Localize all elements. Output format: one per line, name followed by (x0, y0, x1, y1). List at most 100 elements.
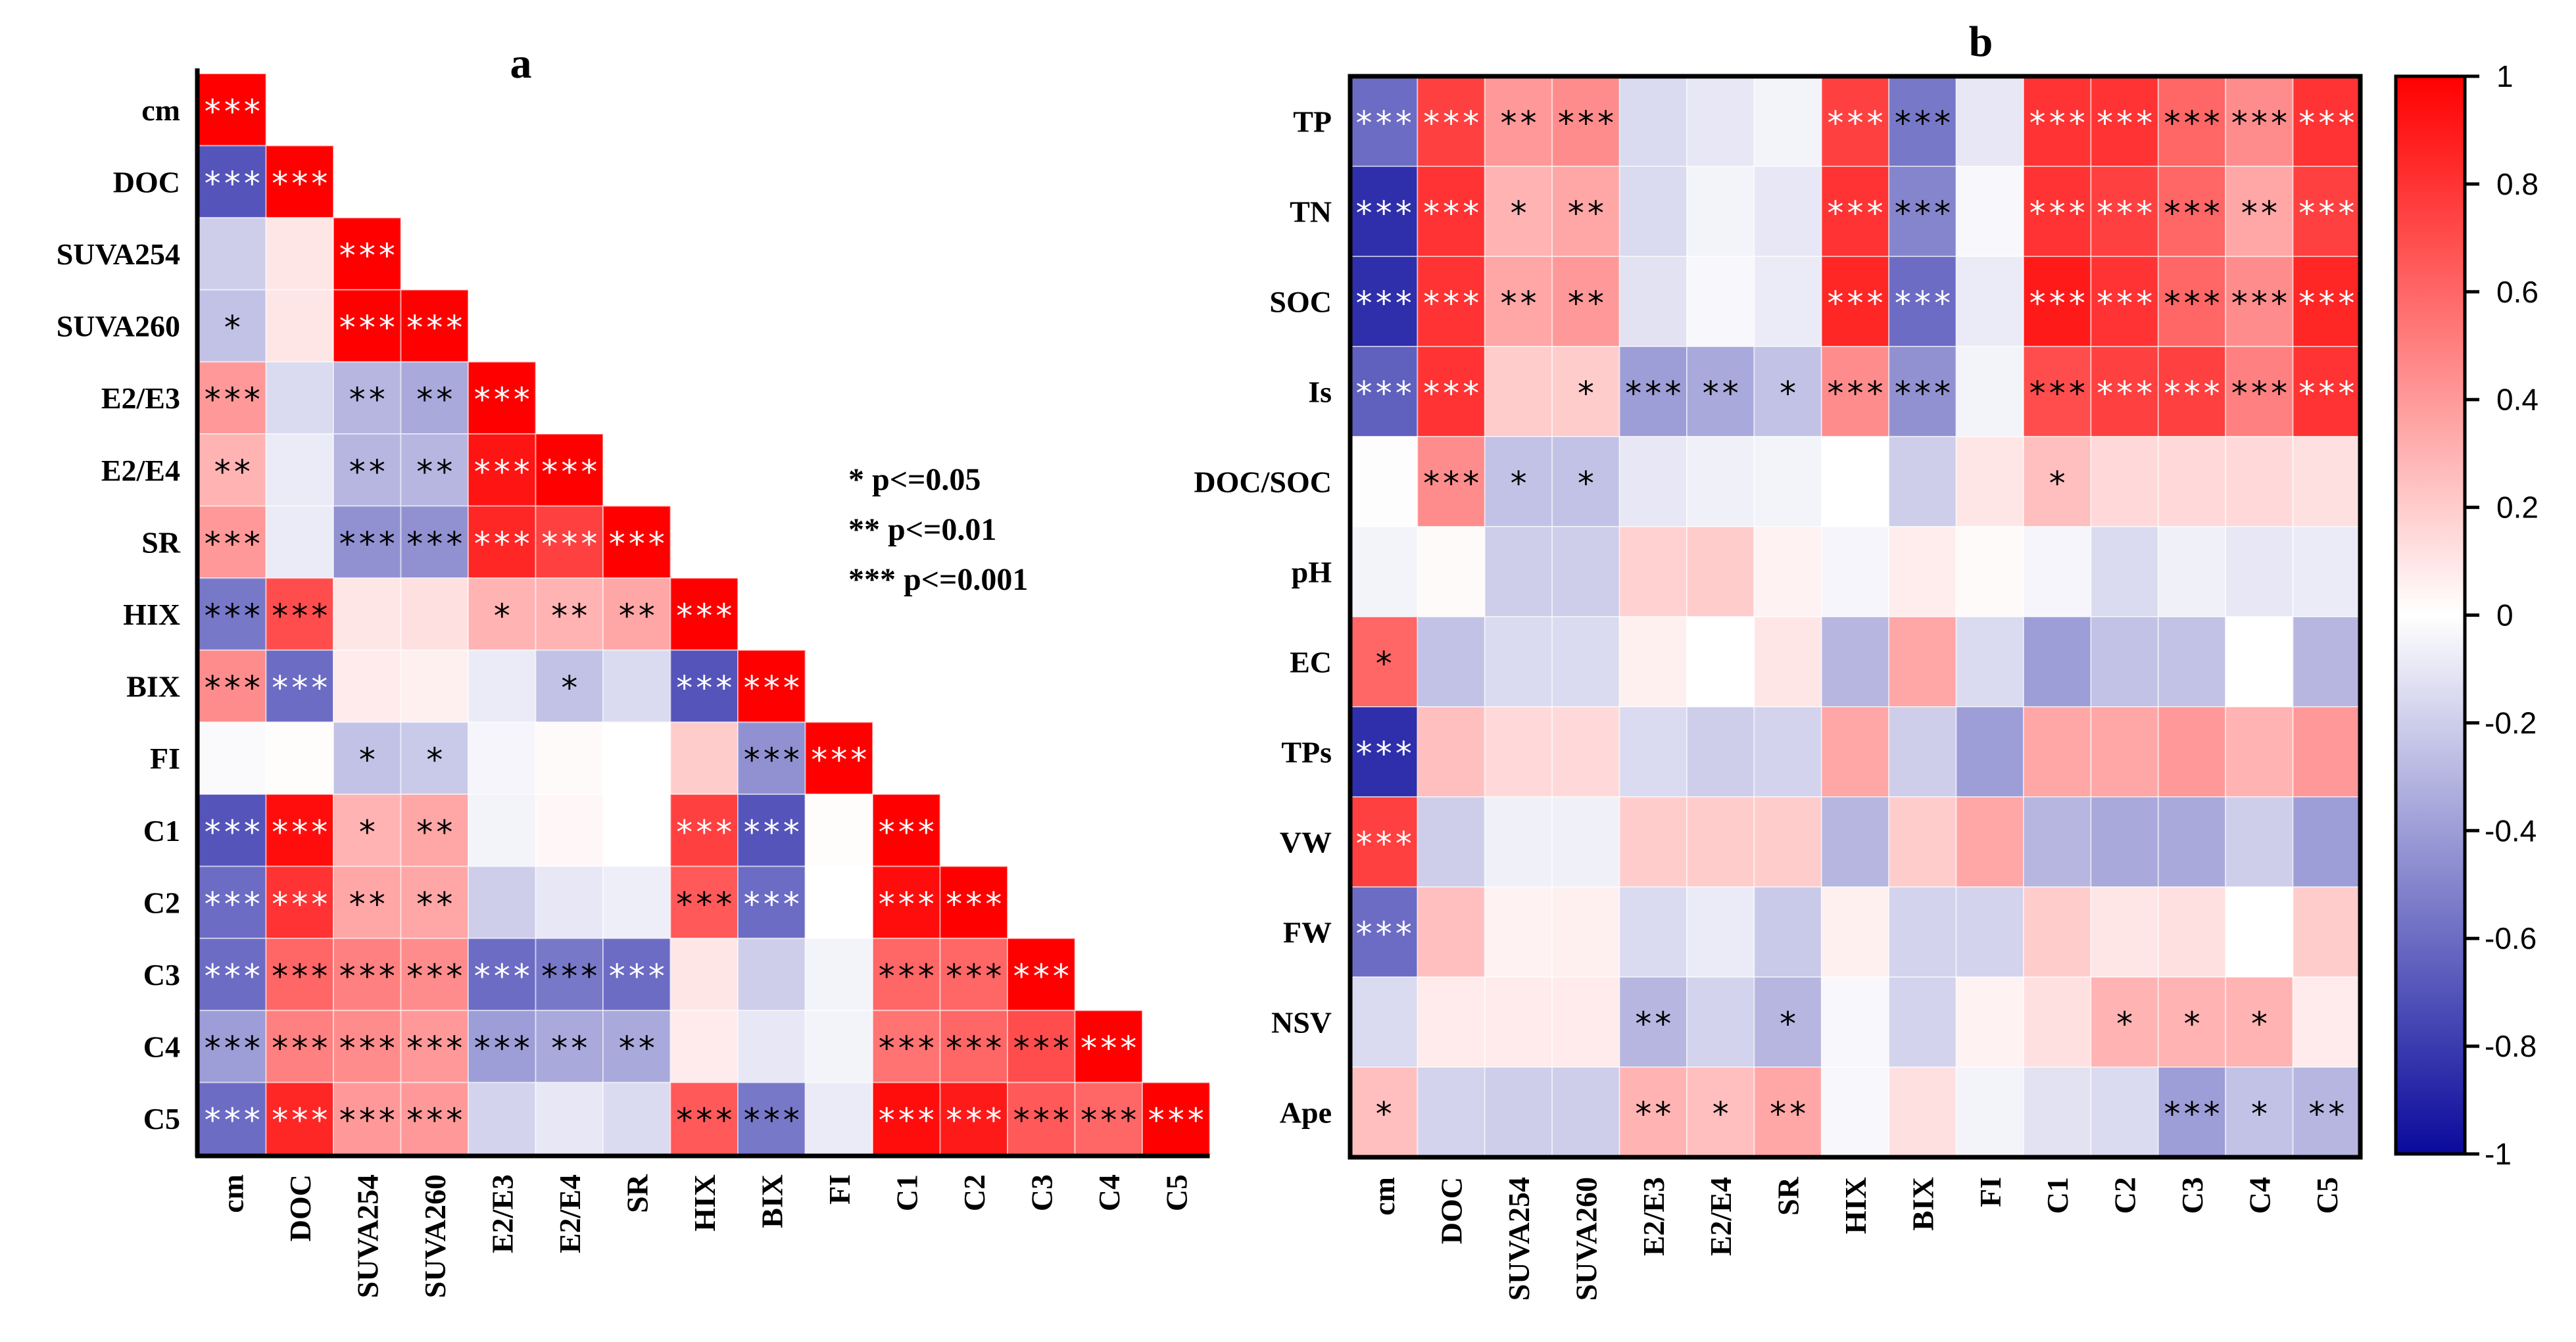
column-label: C4 (1092, 1174, 1126, 1211)
heatmap-cell (602, 721, 671, 796)
heatmap-cell (265, 865, 334, 940)
heatmap-cell (1551, 886, 1620, 978)
column-label: FI (823, 1174, 856, 1205)
legend-entry: *** p<=0.001 (848, 562, 1028, 597)
panel-b-heatmap: *** *** ** *** *** *** *** *** *** *** ****** *** * *… (1194, 18, 2363, 1301)
heatmap-cell (198, 217, 267, 291)
heatmap-cell (2292, 256, 2362, 347)
significance-marker: *** (944, 1101, 1004, 1139)
colorbar-tick-label: -0.8 (2485, 1029, 2537, 1063)
significance-marker: *** (1421, 195, 1480, 233)
heatmap-cell (2023, 526, 2092, 617)
significance-marker: *** (944, 1030, 1004, 1068)
heatmap-cell (737, 649, 806, 723)
column-label: C2 (958, 1174, 991, 1211)
heatmap-cell (2292, 76, 2362, 167)
row-label: C3 (143, 958, 180, 992)
significance-marker: * (2182, 1005, 2202, 1043)
significance-marker: *** (1624, 375, 1683, 413)
significance-marker: ** (347, 381, 387, 419)
heatmap-cell (804, 1009, 873, 1084)
heatmap-cell (1142, 1082, 1211, 1156)
row-label: EC (1290, 646, 1332, 679)
row-label: pH (1292, 556, 1332, 589)
heatmap-cell (2225, 616, 2294, 707)
significance-marker: *** (1011, 1030, 1071, 1068)
heatmap-cell (669, 577, 739, 651)
heatmap-cell (1820, 976, 1890, 1068)
row-label: SOC (1269, 285, 1332, 319)
significance-marker: ** (415, 813, 454, 851)
heatmap-cell (1686, 256, 1755, 347)
heatmap-cell (1551, 616, 1620, 707)
significance-marker: * (425, 741, 445, 779)
heatmap-cell (804, 721, 873, 796)
significance-marker: *** (1079, 1101, 1138, 1139)
significance-marker: *** (2028, 375, 2087, 413)
significance-marker: ** (347, 453, 387, 491)
significance-marker: * (1509, 465, 1528, 503)
heatmap-cell (1618, 796, 1688, 888)
panel-a-heatmap: ****** ******* *** ****** ** ** ***** ** ** *** **… (57, 39, 1211, 1298)
heatmap-cell (1888, 886, 1957, 978)
row-label: E2/E3 (101, 381, 180, 415)
heatmap-cell (1686, 436, 1755, 527)
column-label: C5 (2310, 1177, 2344, 1214)
heatmap-cell (1686, 346, 1755, 437)
significance-marker: *** (607, 957, 666, 995)
significance-marker: *** (270, 597, 329, 635)
heatmap-cell (1820, 796, 1890, 888)
heatmap-cell (1820, 1066, 1890, 1158)
heatmap-cell (2157, 796, 2227, 888)
significance-marker: ** (415, 453, 454, 491)
significance-marker: *** (675, 813, 734, 851)
heatmap-cell (535, 433, 604, 507)
heatmap-cell (400, 865, 469, 940)
significance-marker: *** (2229, 105, 2289, 143)
significance-marker: *** (472, 525, 531, 563)
heatmap-cell (602, 1082, 671, 1156)
significance-marker: ** (1634, 1005, 1673, 1043)
legend-entry: ** p<=0.01 (848, 512, 996, 547)
heatmap-cell (1820, 526, 1890, 617)
significance-marker: *** (742, 885, 801, 923)
plot-frame (1348, 74, 2363, 1160)
column-label: C5 (1159, 1174, 1193, 1211)
heatmap-cell (2023, 706, 2092, 798)
heatmap-cell (1551, 76, 1620, 167)
heatmap-cell (602, 865, 671, 940)
heatmap-cell (1888, 616, 1957, 707)
heatmap-cell (333, 577, 402, 651)
significance-marker: *** (203, 1101, 262, 1139)
heatmap-cell (1618, 526, 1688, 617)
heatmap-cell (804, 1082, 873, 1156)
heatmap-cell (1349, 436, 1419, 527)
heatmap-cell (2225, 1066, 2294, 1158)
significance-marker: ** (415, 381, 454, 419)
row-label: HIX (123, 598, 180, 631)
significance-marker: *** (1826, 105, 1885, 143)
significance-marker: *** (2162, 1095, 2222, 1134)
significance-marker: ** (212, 453, 252, 491)
heatmap-cell (1955, 616, 2025, 707)
significance-marker: *** (1421, 465, 1480, 503)
significance-marker: *** (1893, 285, 1952, 323)
significance-marker: *** (203, 957, 262, 995)
column-label: SUVA254 (351, 1174, 384, 1298)
significance-marker: *** (472, 453, 531, 491)
heatmap-cell (1349, 256, 1419, 347)
heatmap-cell (737, 721, 806, 796)
significance-marker: * (222, 309, 242, 347)
heatmap-cell (400, 577, 469, 651)
heatmap-cell (1955, 886, 2025, 978)
row-label: SUVA260 (57, 310, 180, 343)
heatmap-cell (2225, 526, 2294, 617)
heatmap-cell (2023, 976, 2092, 1068)
heatmap-cell (1551, 796, 1620, 888)
significance-marker: *** (2297, 285, 2356, 323)
heatmap-cell (2292, 436, 2362, 527)
heatmap-cell (198, 145, 267, 219)
column-label: C2 (2108, 1177, 2142, 1214)
heatmap-cell (1753, 886, 1822, 978)
row-label: TPs (1281, 736, 1332, 769)
